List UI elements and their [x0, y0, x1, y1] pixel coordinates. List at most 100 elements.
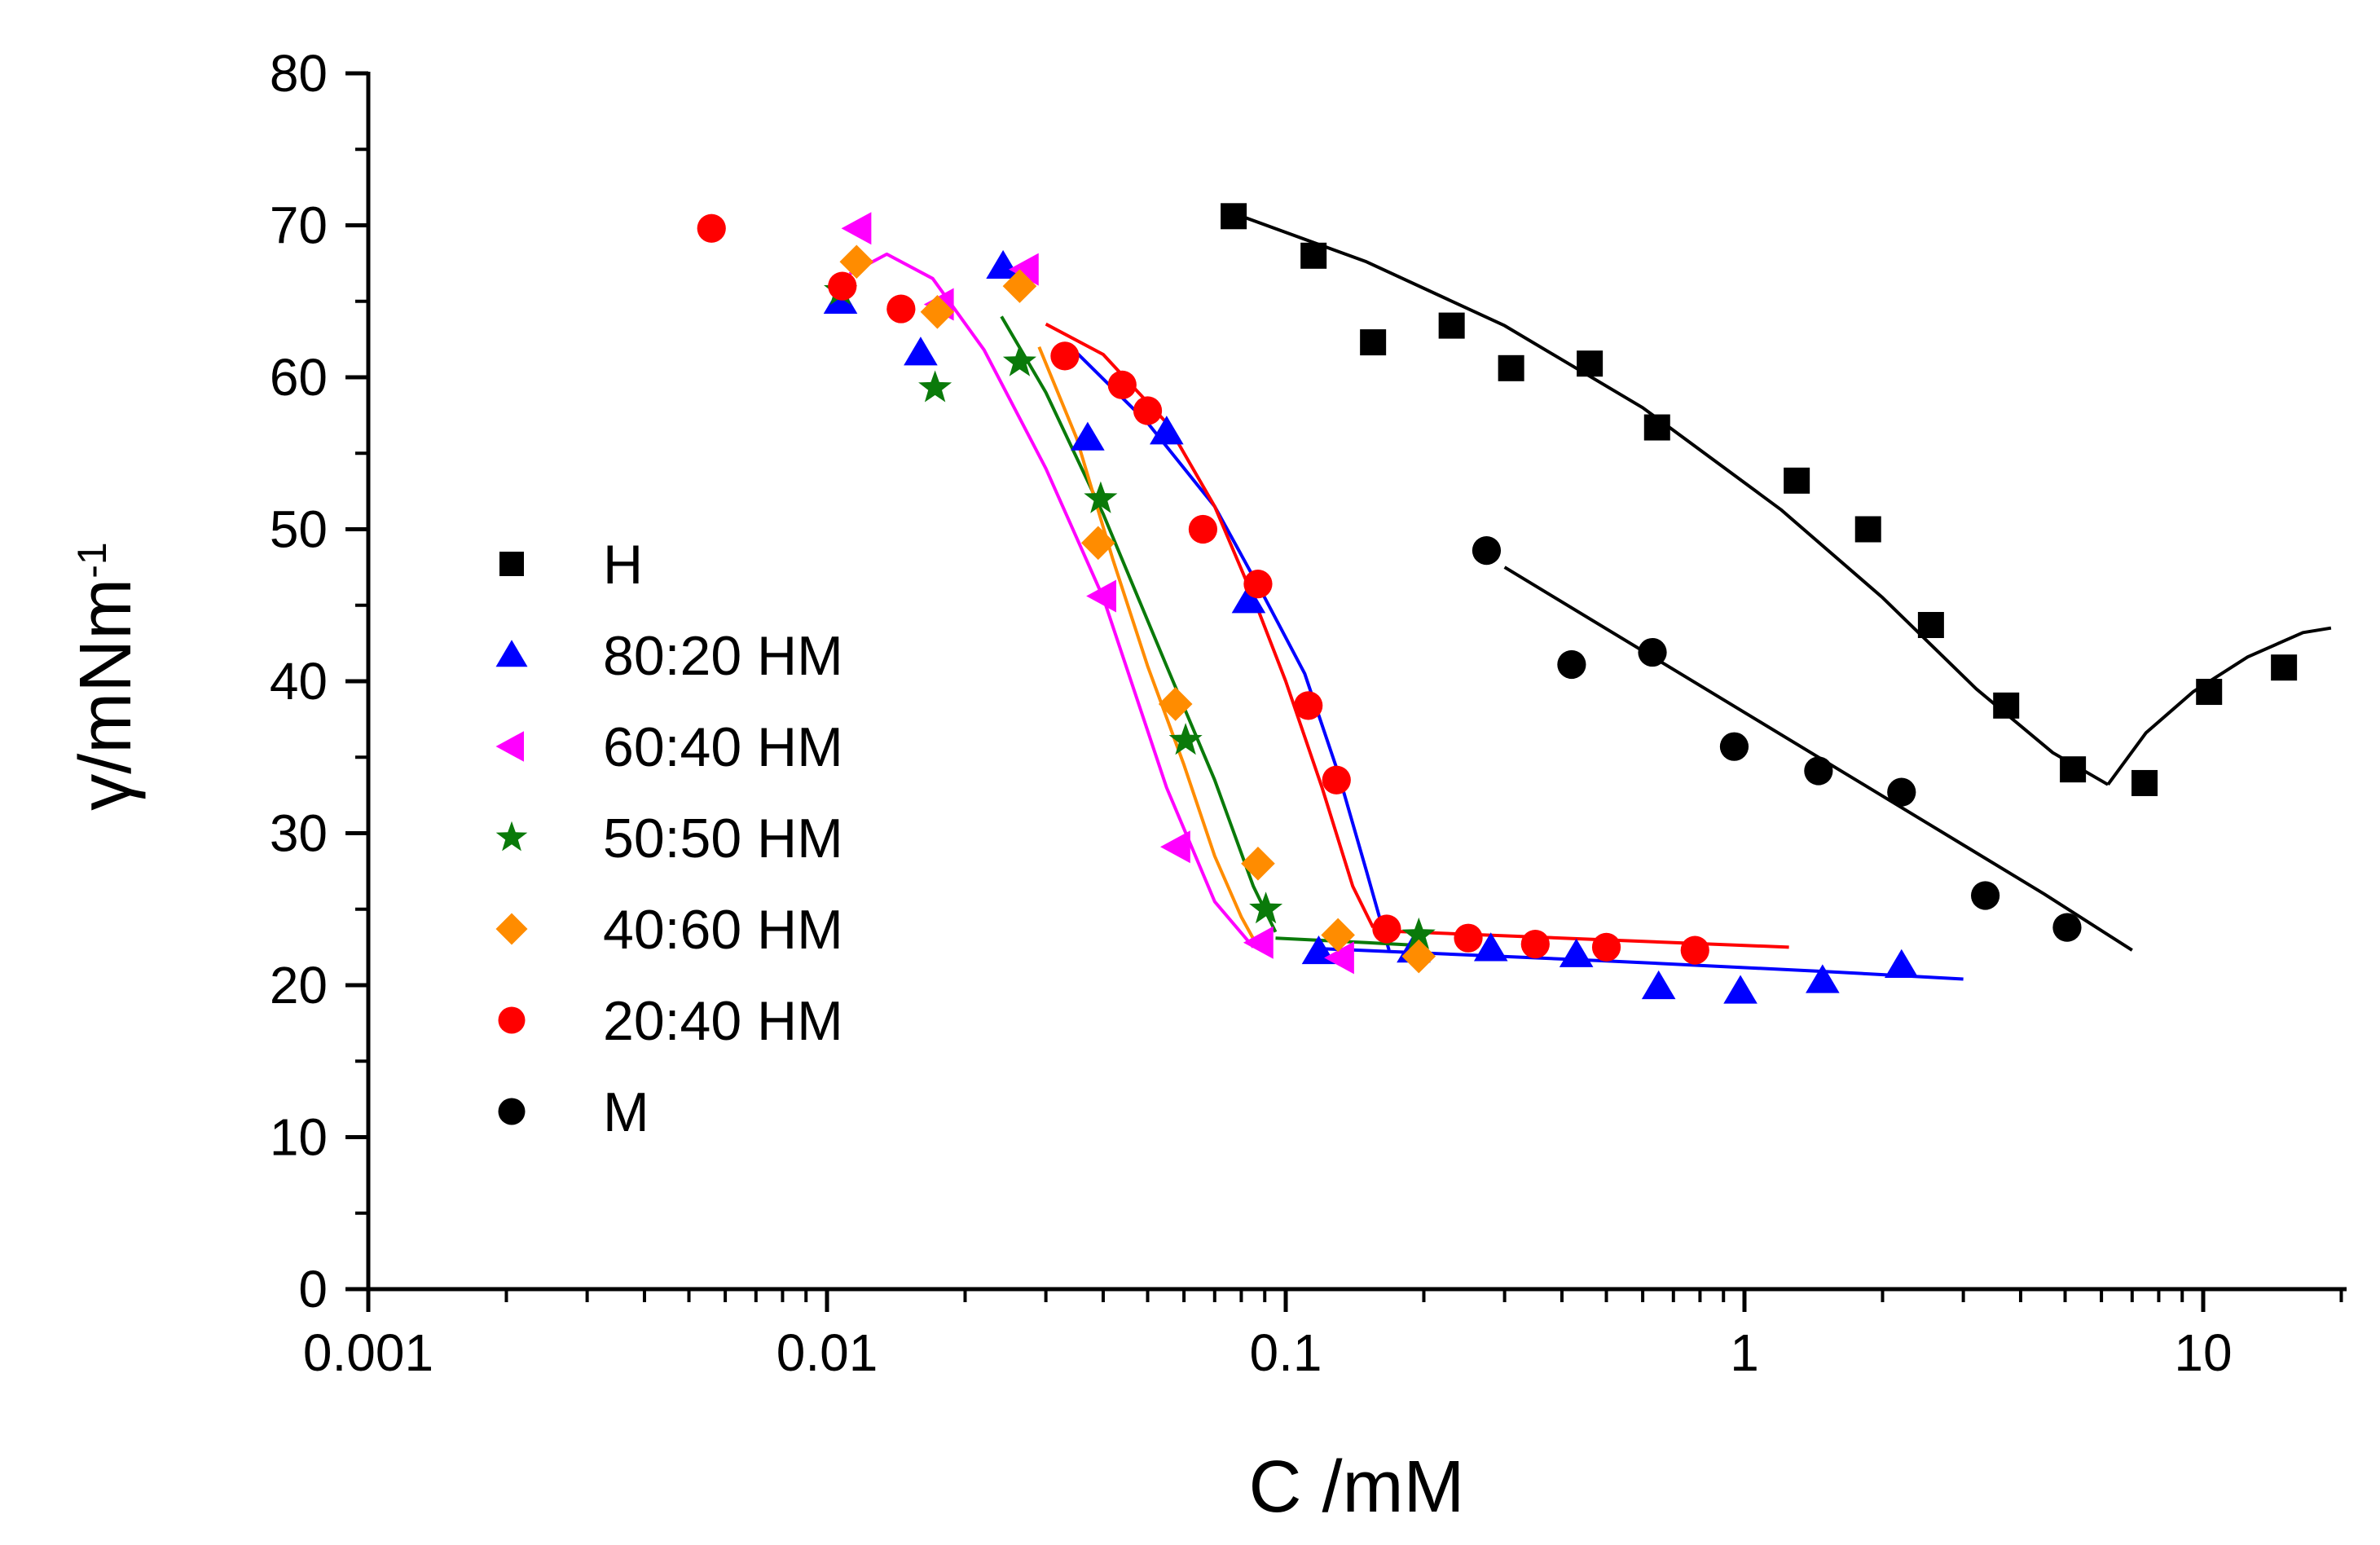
- data-point: [1241, 847, 1275, 881]
- fit-curve: [848, 252, 1255, 949]
- data-point: [2060, 756, 2087, 783]
- legend-marker: [498, 1006, 526, 1034]
- data-point: [1168, 723, 1203, 755]
- data-point: [1473, 932, 1508, 962]
- data-point: [839, 244, 874, 280]
- y-tick-label: 10: [270, 1108, 328, 1167]
- data-point: [1438, 312, 1465, 339]
- legend-marker: [499, 552, 524, 576]
- y-tick-label: 40: [270, 652, 328, 711]
- legend-label: 60:40 HM: [603, 716, 843, 778]
- legend-label: 80:20 HM: [603, 625, 843, 687]
- legend-marker: [495, 913, 528, 945]
- fit-curve: [1240, 214, 2109, 786]
- data-point: [1188, 514, 1218, 544]
- legend-marker: [495, 731, 524, 762]
- x-tick-label: 1: [1730, 1323, 1759, 1382]
- y-axis-title-sup: -1: [69, 542, 115, 578]
- fit-curve: [1037, 346, 1260, 949]
- svg-text:γ/mNm-1: γ/mNm-1: [65, 542, 147, 810]
- data-point: [1249, 891, 1283, 924]
- data-points: [697, 203, 2298, 1004]
- data-point: [1243, 570, 1273, 599]
- data-point: [1150, 416, 1184, 445]
- data-point: [1080, 526, 1115, 561]
- data-point: [1324, 941, 1354, 975]
- data-point: [1401, 939, 1436, 974]
- data-point: [1300, 242, 1327, 269]
- data-point: [1360, 329, 1387, 356]
- data-point: [2196, 679, 2223, 706]
- data-point: [841, 212, 872, 245]
- axes: 0 10 20 30 40 50 60 70 80 0.001 0.01 0.1 1 10: [270, 44, 2347, 1382]
- data-point: [2052, 913, 2082, 942]
- data-point: [918, 370, 952, 403]
- data-point: [986, 249, 1020, 280]
- data-point: [1804, 756, 1833, 786]
- data-point: [1472, 536, 1502, 566]
- data-point: [1221, 203, 1247, 230]
- legend-label: 40:60 HM: [603, 899, 843, 961]
- data-point: [2271, 654, 2298, 681]
- legend-label: 50:50 HM: [603, 808, 843, 869]
- y-tick-label: 50: [270, 500, 328, 559]
- data-point: [1638, 637, 1667, 667]
- legend-label: 20:40 HM: [603, 990, 843, 1052]
- fit-curves: [848, 214, 2332, 981]
- y-axis-title: γ/mNm-1: [65, 542, 147, 810]
- data-point: [1231, 584, 1266, 614]
- y-tick-label: 60: [270, 348, 328, 407]
- y-tick-label: 80: [270, 44, 328, 103]
- data-point: [1084, 481, 1118, 513]
- legend-marker: [495, 640, 528, 667]
- data-point: [1971, 881, 2000, 910]
- data-point: [1002, 344, 1036, 376]
- y-axis-title-main: γ/mNm: [65, 579, 147, 811]
- data-point: [1133, 396, 1163, 425]
- data-point: [1372, 914, 1401, 944]
- data-point: [1050, 341, 1080, 371]
- x-tick-label: 10: [2174, 1323, 2232, 1382]
- legend-marker: [498, 1098, 526, 1125]
- data-point: [828, 271, 857, 301]
- data-point: [1884, 949, 1919, 978]
- legend: H 80:20 HM 60:40 HM 50:50 HM 40:60 HM 20:40 H…: [495, 534, 843, 1143]
- data-point: [1071, 421, 1105, 451]
- data-point: [1993, 692, 2020, 719]
- fit-curve: [2106, 626, 2332, 786]
- data-point: [1577, 350, 1604, 377]
- data-point: [1591, 932, 1621, 962]
- fit-curve: [1503, 566, 2133, 952]
- data-point: [1557, 649, 1586, 680]
- data-point: [1806, 964, 1840, 993]
- data-point: [1719, 732, 1749, 761]
- data-point: [1401, 917, 1436, 949]
- data-point: [1002, 269, 1037, 303]
- x-tick-label: 0.01: [776, 1323, 878, 1382]
- data-point: [1322, 765, 1351, 795]
- fit-curve: [1373, 928, 1789, 949]
- x-tick-label: 0.1: [1250, 1323, 1322, 1382]
- data-point: [1917, 611, 1944, 638]
- data-point: [1784, 467, 1810, 494]
- legend-label: M: [603, 1081, 649, 1143]
- data-point: [1559, 938, 1594, 967]
- data-point: [1887, 777, 1916, 807]
- data-point: [1158, 687, 1193, 721]
- data-point: [1643, 414, 1670, 441]
- data-point: [1854, 516, 1881, 543]
- data-point: [920, 295, 955, 329]
- data-point: [2131, 769, 2158, 796]
- x-tick-label: 0.001: [303, 1323, 433, 1382]
- data-point: [1498, 354, 1524, 381]
- data-point: [1454, 923, 1483, 953]
- y-tick-label: 0: [298, 1260, 328, 1318]
- fit-curve: [1275, 936, 1424, 948]
- y-tick-label: 30: [270, 804, 328, 863]
- data-point: [886, 294, 916, 324]
- y-tick-label: 20: [270, 956, 328, 1015]
- data-point: [1160, 830, 1190, 864]
- data-point: [1243, 926, 1274, 959]
- data-point: [1107, 370, 1137, 399]
